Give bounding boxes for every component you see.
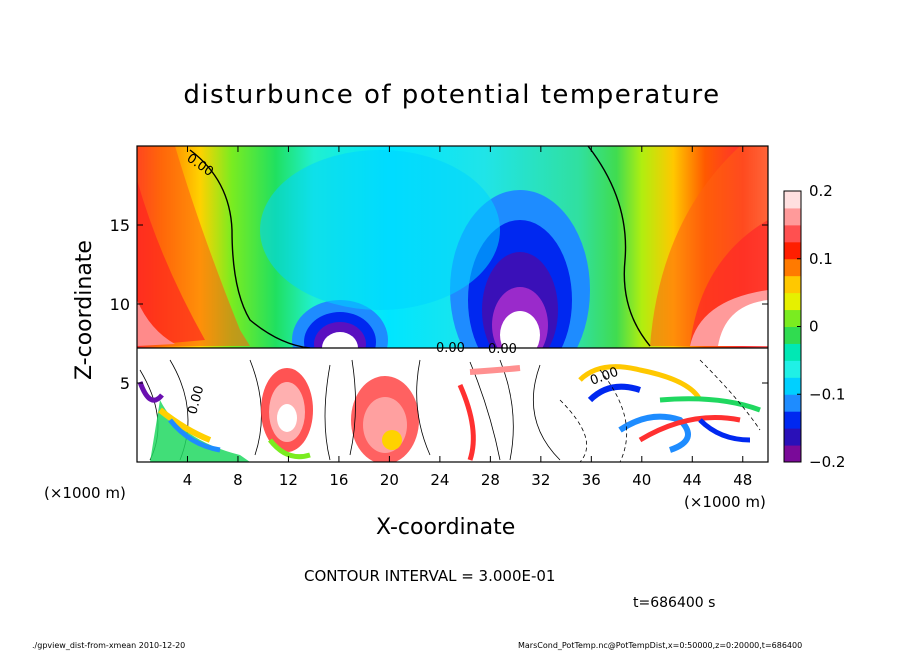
y-axis-title: Z-coordinate bbox=[72, 240, 97, 380]
x-unit-right: (×1000 m) bbox=[684, 493, 766, 511]
x-tick-label: 48 bbox=[733, 471, 752, 489]
colorbar-tick-label: 0.1 bbox=[809, 250, 833, 268]
x-tick-label: 28 bbox=[481, 471, 500, 489]
x-tick-label: 20 bbox=[380, 471, 399, 489]
colorbar-tick-label: 0 bbox=[809, 318, 819, 336]
contour-label: 0.00 bbox=[436, 341, 465, 356]
zero-contour-right bbox=[587, 146, 651, 347]
colorbar-swatch bbox=[784, 258, 801, 277]
colorbar-swatch bbox=[784, 292, 801, 311]
lower-layer bbox=[137, 348, 768, 462]
x-tick-label: 4 bbox=[183, 471, 193, 489]
plot-area bbox=[137, 146, 768, 462]
colorbar-swatch bbox=[784, 207, 801, 226]
colorbar-swatch bbox=[784, 309, 801, 327]
chart-title: disturbunce of potential temperature bbox=[183, 80, 720, 110]
y-tick-label: 15 bbox=[110, 216, 130, 235]
colorbar: 0.2 0.1 0 −0.1 −0.2 bbox=[783, 182, 845, 471]
x-unit-left: (×1000 m) bbox=[44, 484, 126, 502]
x-tick-label: 24 bbox=[430, 471, 449, 489]
colorbar-swatch bbox=[784, 411, 801, 429]
colorbar-swatch bbox=[784, 394, 801, 412]
colorbar-swatch bbox=[784, 377, 801, 395]
colorbar-swatch bbox=[784, 428, 801, 446]
colorbar-swatch bbox=[784, 224, 801, 243]
x-tick-label: 40 bbox=[632, 471, 651, 489]
y-tick-label: 5 bbox=[120, 374, 130, 393]
footer-left: ./gpview_dist-from-xmean 2010-12-20 bbox=[32, 641, 186, 650]
contour-label: 0.00 bbox=[488, 342, 517, 357]
colorbar-swatch bbox=[784, 445, 801, 463]
x-tick-label: 8 bbox=[233, 471, 243, 489]
colorbar-swatch bbox=[784, 326, 801, 344]
x-tick-label: 36 bbox=[582, 471, 601, 489]
x-tick-label: 32 bbox=[531, 471, 550, 489]
x-tick-label: 12 bbox=[279, 471, 298, 489]
colorbar-swatch bbox=[784, 360, 801, 378]
lower-layer-features bbox=[137, 359, 761, 462]
x-axis-title: X-coordinate bbox=[376, 515, 516, 540]
colorbar-swatch bbox=[784, 343, 801, 361]
contour-interval: CONTOUR INTERVAL = 3.000E-01 bbox=[304, 567, 556, 585]
colorbar-swatch bbox=[784, 191, 801, 209]
colorbar-swatch bbox=[784, 275, 801, 294]
time-label: t=686400 s bbox=[633, 595, 716, 611]
x-tick-label: 16 bbox=[329, 471, 348, 489]
colorbar-swatch bbox=[784, 241, 801, 260]
colorbar-tick-label: −0.1 bbox=[809, 385, 845, 403]
colorbar-tick-label: 0.2 bbox=[809, 182, 833, 200]
footer-right: MarsCond_PotTemp.nc@PotTempDist,x=0:5000… bbox=[518, 641, 803, 650]
zero-contour-left bbox=[189, 149, 311, 349]
y-tick-label: 10 bbox=[110, 295, 130, 314]
colorbar-tick-label: −0.2 bbox=[809, 453, 845, 471]
contour-label: 0.00 bbox=[185, 384, 207, 416]
x-tick-label: 44 bbox=[683, 471, 702, 489]
